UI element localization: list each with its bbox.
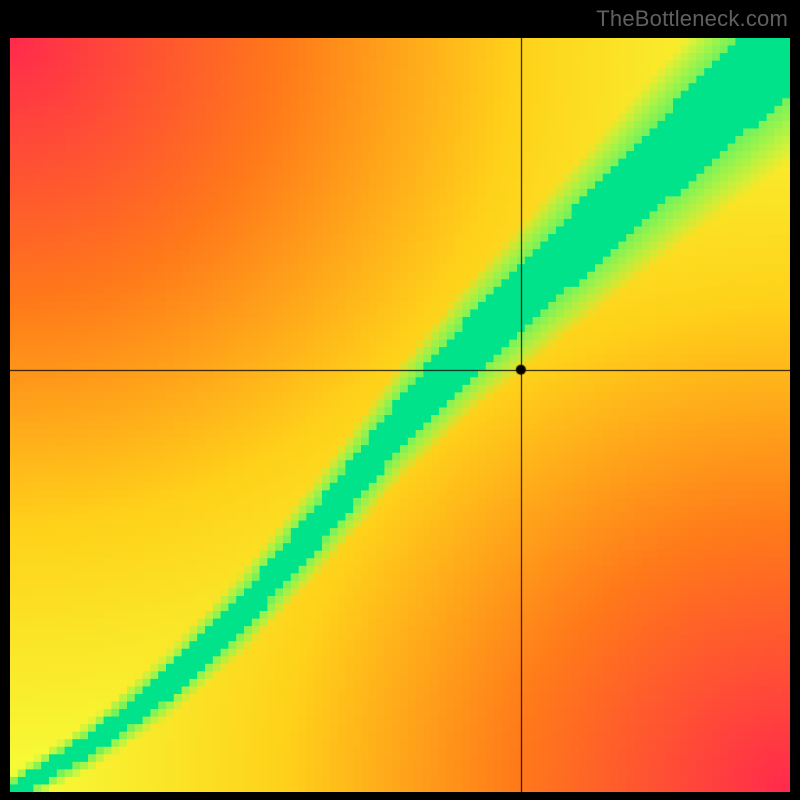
watermark-text: TheBottleneck.com (596, 6, 788, 32)
chart-container: TheBottleneck.com (0, 0, 800, 800)
bottleneck-heatmap (10, 38, 790, 792)
